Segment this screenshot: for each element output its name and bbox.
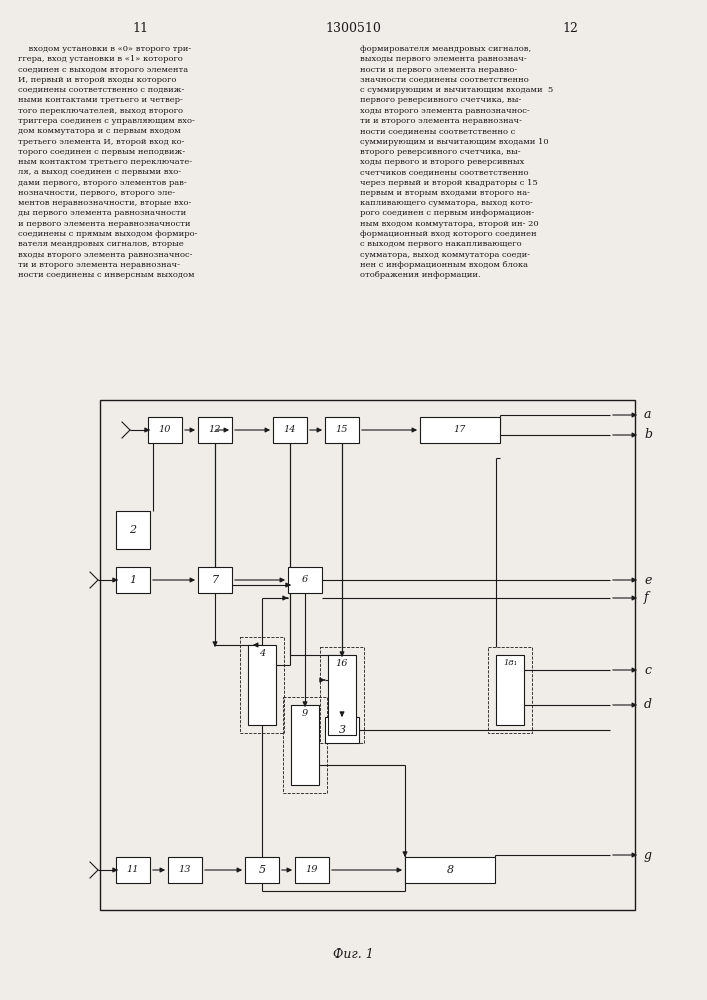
Bar [245, 857, 279, 883]
Bar [168, 857, 202, 883]
Text: 3: 3 [339, 725, 346, 735]
Bar [240, 637, 284, 733]
Bar [116, 511, 150, 549]
Bar [116, 567, 150, 593]
Bar [325, 417, 359, 443]
Text: 1300510: 1300510 [325, 21, 381, 34]
Text: 2: 2 [129, 525, 136, 535]
Bar [328, 655, 356, 735]
Text: 10: 10 [159, 426, 171, 434]
Bar [405, 857, 495, 883]
Text: Фиг. 1: Фиг. 1 [332, 948, 373, 962]
Bar [283, 697, 327, 793]
Text: c: c [644, 664, 651, 676]
Bar [420, 417, 500, 443]
Text: d: d [644, 698, 652, 712]
Text: e: e [644, 574, 651, 586]
Text: 12: 12 [562, 21, 578, 34]
Text: 15: 15 [336, 426, 349, 434]
Bar [496, 655, 524, 725]
Text: 1: 1 [129, 575, 136, 585]
Text: 8: 8 [446, 865, 454, 875]
Bar [198, 417, 232, 443]
Bar [273, 417, 307, 443]
Bar [488, 647, 532, 733]
Text: a: a [644, 408, 651, 422]
Text: входом установки в «0» второго три-
ггера, вход установки в «1» которого
соедине: входом установки в «0» второго три- ггер… [18, 45, 197, 279]
Bar [248, 645, 276, 725]
Bar [295, 857, 329, 883]
Bar [100, 400, 635, 910]
Bar [198, 567, 232, 593]
Text: 17: 17 [454, 426, 466, 434]
Bar [288, 567, 322, 593]
Text: g: g [644, 848, 652, 861]
Text: b: b [644, 428, 652, 442]
Text: 12: 12 [209, 426, 221, 434]
Text: 11: 11 [132, 21, 148, 34]
Bar [325, 717, 359, 743]
Bar [116, 857, 150, 883]
Text: 6: 6 [302, 576, 308, 584]
Bar [291, 705, 319, 785]
Text: 18₁: 18₁ [503, 659, 517, 667]
Text: 9: 9 [302, 709, 308, 718]
Text: 19: 19 [305, 865, 318, 874]
Bar [320, 647, 364, 743]
Text: 7: 7 [211, 575, 218, 585]
Text: 4: 4 [259, 649, 265, 658]
Bar [148, 417, 182, 443]
Text: f: f [644, 591, 648, 604]
Text: 13: 13 [179, 865, 192, 874]
Text: 5: 5 [259, 865, 266, 875]
Text: 11: 11 [127, 865, 139, 874]
Text: формирователя меандровых сигналов,
выходы первого элемента равнознач-
ности и пе: формирователя меандровых сигналов, выход… [360, 45, 554, 279]
Text: 14: 14 [284, 426, 296, 434]
Text: 16: 16 [336, 659, 349, 668]
